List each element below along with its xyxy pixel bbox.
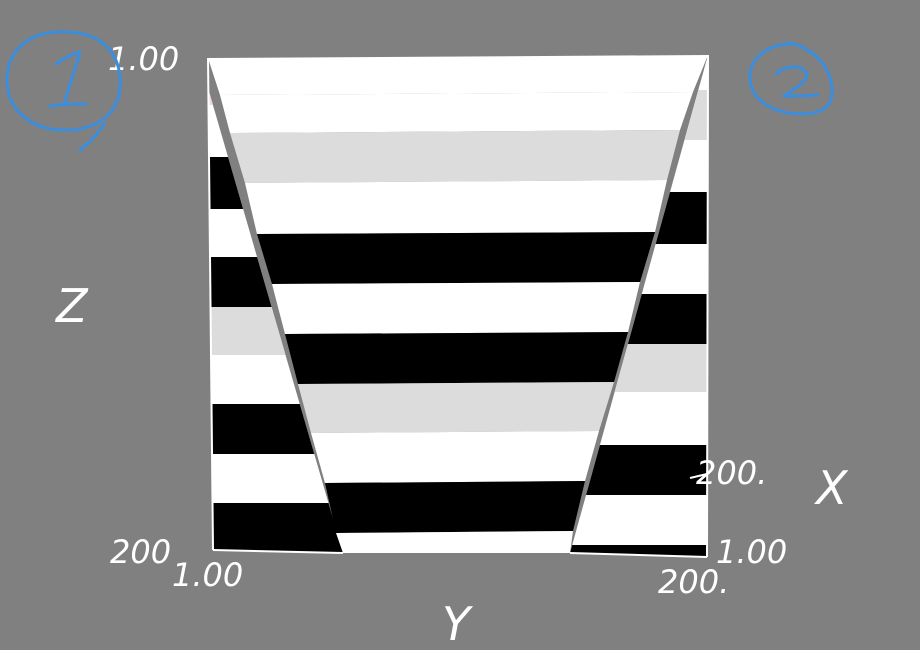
slice-band: [325, 481, 585, 533]
slice-band: [257, 232, 655, 284]
y-axis-title: Y: [442, 597, 474, 650]
y-axis-max-label: 200.: [658, 563, 729, 601]
annotation-digit-2: [774, 65, 820, 98]
y-axis-min-label: 1.00: [172, 556, 243, 594]
slice-band: [208, 55, 708, 95]
annotation-circle-2: [748, 41, 834, 116]
slice-band: [311, 431, 599, 483]
slice-band: [230, 130, 680, 183]
annotation-digit-1: [48, 50, 88, 108]
bounding-box-edges: [207, 54, 709, 558]
x-axis-title: X: [814, 461, 849, 515]
slice-band: [285, 332, 628, 384]
z-axis-title: Z: [54, 279, 89, 333]
annotation-1: [5, 30, 122, 152]
slice-band: [220, 92, 693, 133]
slice-band: [272, 282, 640, 334]
slice-band: [298, 382, 614, 433]
z-axis-min-label: 200: [110, 533, 171, 571]
x-axis-near-label: 1.00: [716, 533, 787, 571]
annotation-2: [748, 41, 834, 116]
center-slice: [208, 55, 708, 553]
slice-band: [245, 180, 667, 234]
annotation-circle-1: [5, 30, 122, 152]
slice-band: [336, 531, 573, 553]
x-axis-far-label: 200.: [696, 454, 767, 492]
